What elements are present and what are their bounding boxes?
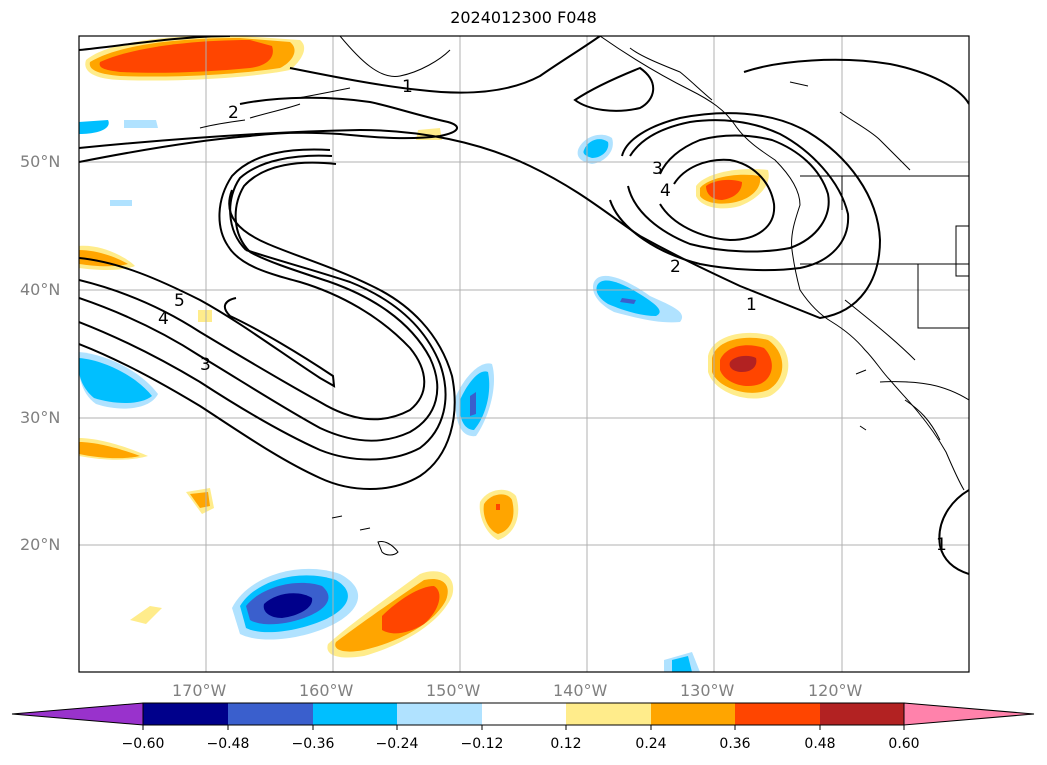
colorbar-segment [482, 703, 566, 725]
colorbar-tick-label: 0.60 [888, 736, 920, 752]
lon-tick-label: 160°W [299, 681, 354, 700]
contour-label: 1 [402, 77, 413, 97]
colorbar-tick-label: −0.36 [291, 736, 335, 752]
figure-title: 2024012300 F048 [450, 8, 597, 27]
positive-anomaly-area [79, 250, 128, 267]
contour-label: 4 [660, 181, 671, 201]
lon-tick-label: 130°W [680, 681, 735, 700]
colorbar-segment [735, 703, 820, 725]
contour-label: 1 [936, 535, 947, 555]
contour-label: 5 [174, 291, 185, 311]
colorbar-segment [566, 703, 651, 725]
lon-tick-label: 170°W [172, 681, 227, 700]
colorbar-extend-high [903, 702, 1035, 726]
positive-anomaly-area [496, 504, 500, 510]
contour-lines [79, 36, 969, 575]
positive-anomaly-area [729, 355, 757, 372]
shaded-field [79, 36, 789, 672]
negative-anomaly-area [583, 139, 609, 158]
contour-label: 2 [670, 257, 681, 277]
lat-tick-label: 50°N [20, 152, 61, 171]
colorbar-segment [228, 703, 313, 725]
lon-tick-label: 150°W [426, 681, 481, 700]
positive-anomaly-area [190, 492, 210, 508]
negative-anomaly-area [596, 280, 660, 316]
colorbar-tick-label: −0.24 [375, 736, 419, 752]
negative-anomaly-area [263, 593, 313, 618]
negative-anomaly-area [470, 392, 476, 416]
colorbar-tick-label: 0.24 [635, 736, 667, 752]
colorbar-tick-label: −0.60 [121, 736, 165, 752]
lon-tick-label: 140°W [553, 681, 608, 700]
map-frame [78, 35, 970, 673]
colorbar [11, 702, 1035, 730]
colorbar-segment [143, 703, 228, 725]
negative-anomaly-area [672, 656, 692, 672]
lat-tick-label: 20°N [20, 535, 61, 554]
positive-anomaly-area [382, 586, 440, 634]
positive-anomaly-area [130, 606, 162, 624]
contour-label: 4 [158, 309, 169, 329]
negative-anomaly-area [110, 200, 132, 206]
negative-anomaly-area [79, 120, 109, 134]
negative-anomaly-area [620, 298, 636, 304]
colorbar-segment [651, 703, 735, 725]
colorbar-tick-label: 0.12 [550, 736, 582, 752]
lon-tick-label: 120°W [808, 681, 863, 700]
negative-anomaly-area [79, 358, 152, 403]
contour-label: 3 [200, 355, 211, 375]
coastlines [199, 36, 969, 556]
contour-label: 1 [746, 295, 757, 315]
colorbar-tick-label: 0.36 [719, 736, 751, 752]
colorbar-segment [820, 703, 904, 725]
positive-anomaly-area [483, 494, 514, 534]
colorbar-tick-label: −0.48 [206, 736, 250, 752]
positive-anomaly-area [79, 442, 140, 459]
colorbar-segment [313, 703, 397, 725]
colorbar-tick-label: −0.12 [460, 736, 504, 752]
contour-label: 3 [652, 159, 663, 179]
colorbar-segment [397, 703, 482, 725]
gridlines [79, 36, 969, 672]
contour-label: 2 [228, 103, 239, 123]
negative-anomaly-area [124, 120, 158, 128]
lat-tick-label: 30°N [20, 408, 61, 427]
positive-anomaly-area [99, 40, 273, 73]
positive-anomaly-area [706, 179, 742, 200]
lat-tick-label: 40°N [20, 280, 61, 299]
colorbar-extend-low [11, 702, 144, 726]
positive-anomaly-area [198, 310, 212, 322]
colorbar-tick-label: 0.48 [804, 736, 836, 752]
